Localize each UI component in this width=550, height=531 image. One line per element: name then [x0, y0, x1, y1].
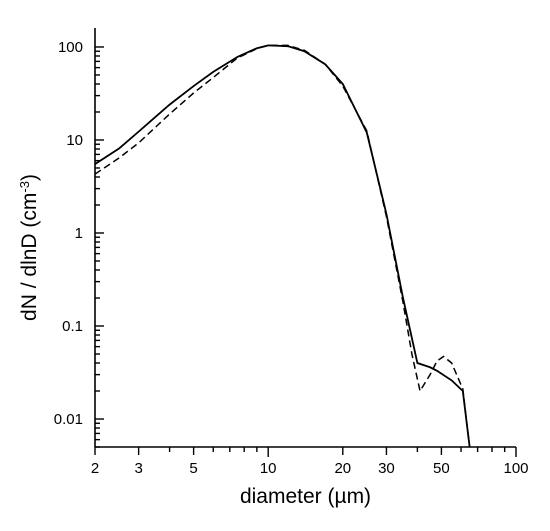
- x-tick-label: 100: [503, 460, 528, 477]
- y-tick-label: 100: [58, 39, 83, 56]
- x-tick-label: 20: [334, 460, 351, 477]
- x-tick-label: 5: [189, 460, 197, 477]
- y-axis-title-superscript: -3: [17, 181, 32, 193]
- y-tick-label: 0.01: [54, 411, 83, 428]
- axes: [94, 28, 516, 448]
- series-line-dashed: [94, 44, 471, 448]
- x-tick-label: 2: [91, 460, 99, 477]
- series-line-solid: [94, 44, 471, 448]
- series-group: [94, 44, 471, 448]
- y-tick-label: 1: [75, 225, 83, 242]
- y-tick-label: 0.1: [62, 318, 83, 335]
- x-tick-label: 3: [134, 460, 142, 477]
- x-tick-label: 30: [378, 460, 395, 477]
- x-tick-label: 10: [260, 460, 277, 477]
- x-tick-label: 50: [433, 460, 450, 477]
- x-axis-title: diameter (µm): [240, 485, 371, 508]
- ticks: 0.01 0.1 1 10 100 2 3 5 10 20 30 50 100: [54, 39, 529, 477]
- y-tick-label: 10: [66, 132, 83, 149]
- y-axis-title-close: ): [18, 174, 41, 181]
- y-axis-title: dN / dlnD (cm-3): [17, 174, 42, 321]
